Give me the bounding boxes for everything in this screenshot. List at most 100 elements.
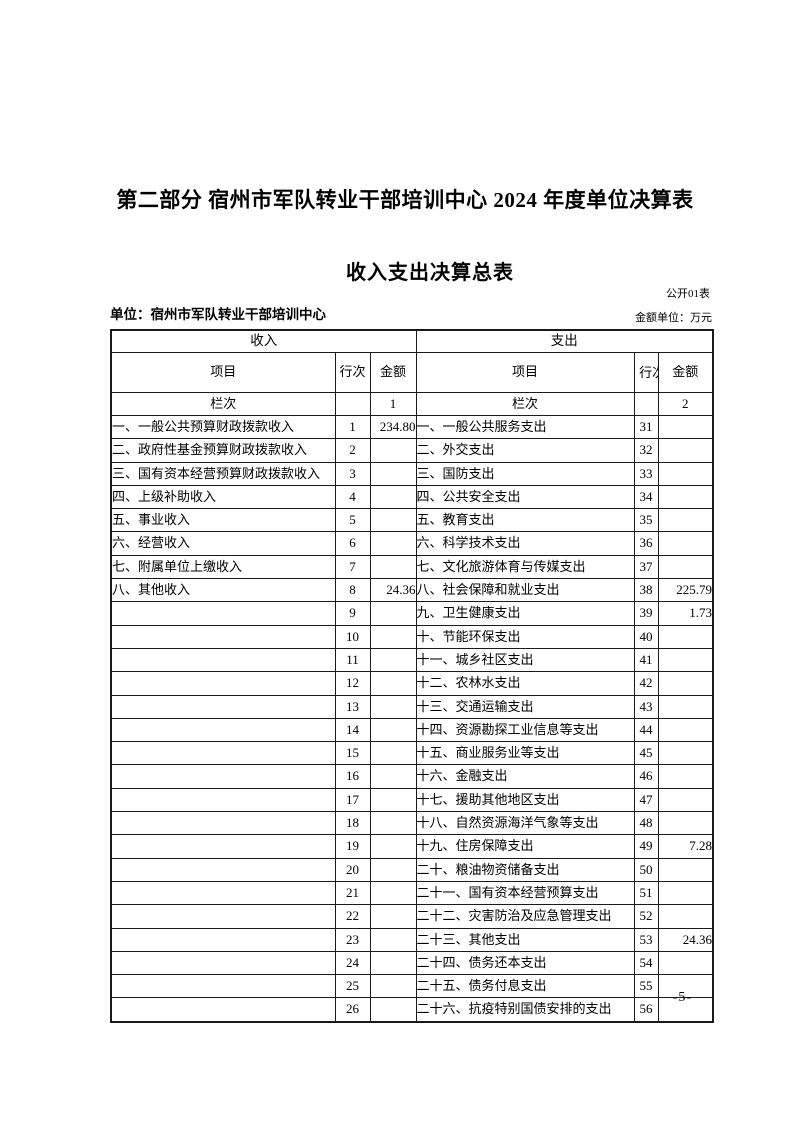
income-item-cell: [110, 601, 336, 626]
income-line-cell: 8: [334, 578, 371, 603]
expense-line-cell: 51: [633, 880, 659, 906]
income-item-cell: [110, 787, 336, 813]
expense-item-cell: 一、一般公共服务支出: [415, 414, 635, 440]
expense-amount-cell: [657, 461, 714, 486]
income-amount-cell: [369, 811, 417, 836]
income-item-cell: 八、其他收入: [110, 578, 336, 603]
expense-item-cell: 十二、农林水支出: [415, 671, 635, 696]
expense-line-cell: 53: [633, 927, 659, 952]
income-item-cell: [110, 741, 336, 766]
table-row: 15 十五、商业服务业等支出 45: [110, 741, 714, 766]
expense-amount-cell: 7.28: [657, 834, 714, 859]
expense-amount-cell: [657, 904, 714, 929]
table-body: 一、一般公共预算财政拨款收入 1 234.80 一、一般公共服务支出 31 二、政府性基金…: [110, 414, 714, 1023]
expense-item-cell: 二十五、债务付息支出: [415, 974, 635, 999]
income-expense-summary-table: 收入 支出 项目 行次 金额 项目 行次 金额 栏次 1 栏次 2 一、一般公共…: [110, 329, 714, 1023]
unit-label: 单位：宿州市军队转业干部培训中心: [110, 307, 326, 322]
expense-amount-cell: [657, 671, 714, 696]
expense-item-cell: 十一、城乡社区支出: [415, 647, 635, 673]
income-line-cell: 15: [334, 741, 371, 766]
income-amount-cell: [369, 438, 417, 463]
income-line-cell: 18: [334, 811, 371, 836]
expense-line-cell: 31: [633, 414, 659, 440]
table-row: 25 二十五、债务付息支出 55: [110, 974, 714, 999]
income-column-index-label: 栏次: [110, 392, 336, 416]
page-number: -5-: [672, 990, 692, 1005]
expense-line-cell: 37: [633, 554, 659, 580]
expense-amount-cell: [657, 414, 714, 440]
income-line-cell: 26: [334, 997, 371, 1023]
income-item-cell: 二、政府性基金预算财政拨款收入: [110, 438, 336, 463]
column-header-row: 项目 行次 金额 项目 行次 金额: [110, 352, 714, 393]
expense-amount-cell: [657, 647, 714, 673]
income-section-header: 收入: [110, 329, 417, 353]
expense-item-cell: 十九、住房保障支出: [415, 834, 635, 859]
expense-amount-cell: 225.79: [657, 578, 714, 603]
expense-item-column-header: 项目: [415, 352, 635, 393]
table-row: 五、事业收入 5 五、教育支出 35: [110, 508, 714, 533]
table-row: 13 十三、交通运输支出 43: [110, 694, 714, 719]
expense-section-header: 支出: [415, 329, 714, 353]
expense-item-cell: 七、文化旅游体育与传媒支出: [415, 554, 635, 580]
income-item-cell: [110, 880, 336, 906]
expense-item-cell: 八、社会保障和就业支出: [415, 578, 635, 603]
income-line-cell: 19: [334, 834, 371, 859]
expense-line-cell: 34: [633, 484, 659, 510]
income-line-cell: 22: [334, 904, 371, 929]
income-item-cell: [110, 764, 336, 789]
table-title: 收入支出决算总表: [346, 262, 514, 284]
table-row: 10 十、节能环保支出 40: [110, 624, 714, 649]
expense-line-column-header: 行次: [633, 352, 659, 393]
income-amount-cell: [369, 904, 417, 929]
expense-amount-column-header: 金额: [657, 352, 714, 393]
income-item-cell: [110, 904, 336, 929]
expense-item-cell: 二十三、其他支出: [415, 927, 635, 952]
expense-line-cell: 44: [633, 717, 659, 743]
table-row: 18 十八、自然资源海洋气象等支出 48: [110, 811, 714, 836]
expense-item-cell: 十四、资源勘探工业信息等支出: [415, 717, 635, 743]
income-amount-cell: [369, 974, 417, 999]
expense-amount-cell: [657, 484, 714, 510]
income-line-cell: 4: [334, 484, 371, 510]
expense-item-cell: 二十、粮油物资储备支出: [415, 857, 635, 882]
expense-line-cell: 35: [633, 508, 659, 533]
income-line-cell: 9: [334, 601, 371, 626]
section-header-row: 收入 支出: [110, 329, 714, 353]
expense-amount-cell: [657, 554, 714, 580]
expense-line-index-cell: [633, 392, 659, 416]
expense-amount-cell: [657, 508, 714, 533]
expense-item-cell: 四、公共安全支出: [415, 484, 635, 510]
income-line-cell: 13: [334, 694, 371, 719]
expense-item-cell: 二十四、债务还本支出: [415, 950, 635, 976]
expense-line-cell: 46: [633, 764, 659, 789]
expense-line-cell: 36: [633, 531, 659, 556]
expense-item-cell: 二、外交支出: [415, 438, 635, 463]
expense-item-cell: 六、科学技术支出: [415, 531, 635, 556]
income-amount-cell: [369, 834, 417, 859]
expense-line-cell: 49: [633, 834, 659, 859]
table-row: 9 九、卫生健康支出 39 1.73: [110, 601, 714, 626]
expense-amount-cell: [657, 811, 714, 836]
expense-amount-cell: [657, 857, 714, 882]
income-line-cell: 3: [334, 461, 371, 486]
expense-item-cell: 九、卫生健康支出: [415, 601, 635, 626]
table-row: 八、其他收入 8 24.36 八、社会保障和就业支出 38 225.79: [110, 578, 714, 603]
income-line-cell: 14: [334, 717, 371, 743]
table-row: 三、国有资本经营预算财政拨款收入 3 三、国防支出 33: [110, 461, 714, 486]
table-row: 二、政府性基金预算财政拨款收入 2 二、外交支出 32: [110, 438, 714, 463]
income-amount-cell: [369, 508, 417, 533]
expense-item-cell: 十三、交通运输支出: [415, 694, 635, 719]
income-line-cell: 10: [334, 624, 371, 649]
income-item-cell: 五、事业收入: [110, 508, 336, 533]
expense-line-cell: 48: [633, 811, 659, 836]
income-item-cell: 七、附属单位上缴收入: [110, 554, 336, 580]
income-item-cell: [110, 671, 336, 696]
income-item-cell: [110, 997, 336, 1023]
income-item-cell: [110, 974, 336, 999]
income-line-cell: 5: [334, 508, 371, 533]
income-amount-cell: [369, 601, 417, 626]
table-row: 17 十七、援助其他地区支出 47: [110, 787, 714, 813]
expense-line-cell: 40: [633, 624, 659, 649]
expense-line-cell: 33: [633, 461, 659, 486]
income-line-cell: 17: [334, 787, 371, 813]
